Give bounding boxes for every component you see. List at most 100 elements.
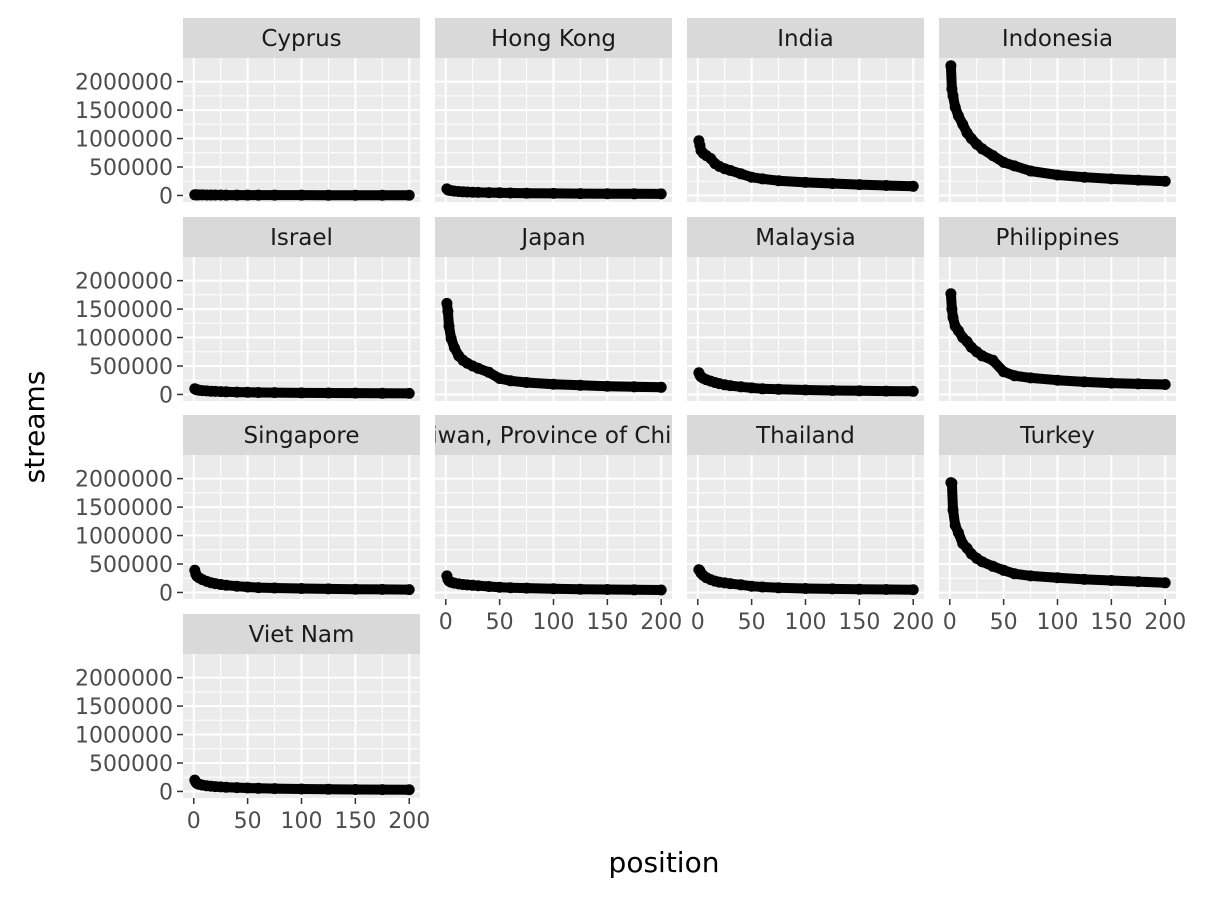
x-tick-label: 100 [281,809,323,834]
data-point [998,156,1010,168]
data-point [880,385,892,397]
data-point [998,366,1010,378]
data-point [322,189,334,201]
data-point [1052,169,1063,181]
data-point [976,350,988,362]
data-point [521,377,533,388]
data-point [574,583,586,595]
facet-panel: India [687,18,924,202]
facet-strip-label: India [777,26,833,52]
data-point [724,164,736,176]
data-point [242,189,254,201]
y-tick-label: 1500000 [75,298,173,323]
facet-panel: Singapore 0 500000 1000000 1500000 2000000 [75,415,420,606]
y-tick-label: 0 [159,383,173,408]
data-point [574,188,586,200]
data-point [443,320,455,332]
data-point [269,582,281,594]
data-point [231,782,243,794]
data-point [756,173,768,185]
facet-panel: Cyprus 0 500000 1000000 1500000 2000000 [75,18,420,209]
facet-strip-label: Malaysia [755,225,856,251]
data-point [220,189,232,201]
data-point [376,784,388,796]
facet-strip [183,415,420,455]
data-point [574,379,586,391]
data-point [947,312,959,324]
x-tick-label: 100 [1037,610,1079,635]
data-point [521,187,533,199]
facet-panel: Hong Kong [435,18,672,202]
data-point [628,584,640,596]
data-point [773,383,785,395]
x-tick-label: 100 [785,610,827,635]
y-tick-label: 500000 [89,752,173,777]
data-point [220,579,232,591]
data-point [655,188,667,200]
data-point [521,582,533,594]
y-tick-label: 1500000 [75,496,173,521]
data-point [252,782,264,794]
y-tick-label: 500000 [89,355,173,380]
facet-panel: Philippines [939,217,1176,401]
data-point [998,564,1010,576]
data-point [1008,568,1020,580]
data-point [504,582,516,594]
y-tick-label: 1000000 [75,327,173,352]
y-tick-label: 1000000 [75,724,173,749]
data-point [1159,577,1171,589]
data-point [800,176,811,188]
data-point [252,582,264,594]
data-point [880,180,892,191]
y-tick-label: 1500000 [75,695,173,720]
y-tick-label: 2000000 [75,468,173,493]
data-point [231,580,243,592]
facet-panel: Indonesia [939,18,1176,202]
y-tick-label: 0 [159,581,173,606]
facet-strip [183,217,420,257]
facet-strip-label: Singapore [243,423,359,449]
data-point [746,580,758,592]
data-point [880,584,892,595]
data-point [976,143,988,155]
data-point [1008,160,1020,172]
data-point [628,381,640,393]
x-tick-label: 200 [388,809,430,834]
data-point [949,101,961,113]
data-point [773,175,785,187]
facet-strip [183,18,420,58]
facet-panel: Japan [435,217,672,401]
data-point [1025,165,1037,177]
data-point [1078,573,1090,585]
x-tick-label: 200 [1144,610,1186,635]
facet-strip-label: Hong Kong [491,26,616,52]
data-point [472,362,484,374]
data-point [800,583,811,594]
facet-strip [687,415,924,455]
data-point [853,583,865,595]
data-point [945,288,957,300]
data-point [746,171,758,183]
facet-strip-label: Israel [270,225,333,251]
data-point [945,60,957,72]
x-tick-label: 0 [439,610,453,635]
data-point [1052,374,1063,386]
data-point [403,387,415,399]
facet-strip-label: Cyprus [261,26,341,52]
facet-panel: Taiwan, Province of China 0 50 100 150 200 [435,415,682,635]
facet-panel: Israel 0 500000 1000000 1500000 2000000 [75,217,420,408]
data-point [853,385,865,397]
data-point [548,378,559,390]
data-point [952,527,964,539]
data-point [1025,372,1037,384]
data-point [504,375,516,387]
data-point [483,366,495,378]
data-point [1052,572,1063,584]
data-point [349,583,361,595]
facet-panel: Malaysia [687,217,924,401]
facet-strip [183,614,420,654]
data-point [441,297,453,309]
data-point [826,178,838,189]
x-tick-label: 150 [334,809,376,834]
